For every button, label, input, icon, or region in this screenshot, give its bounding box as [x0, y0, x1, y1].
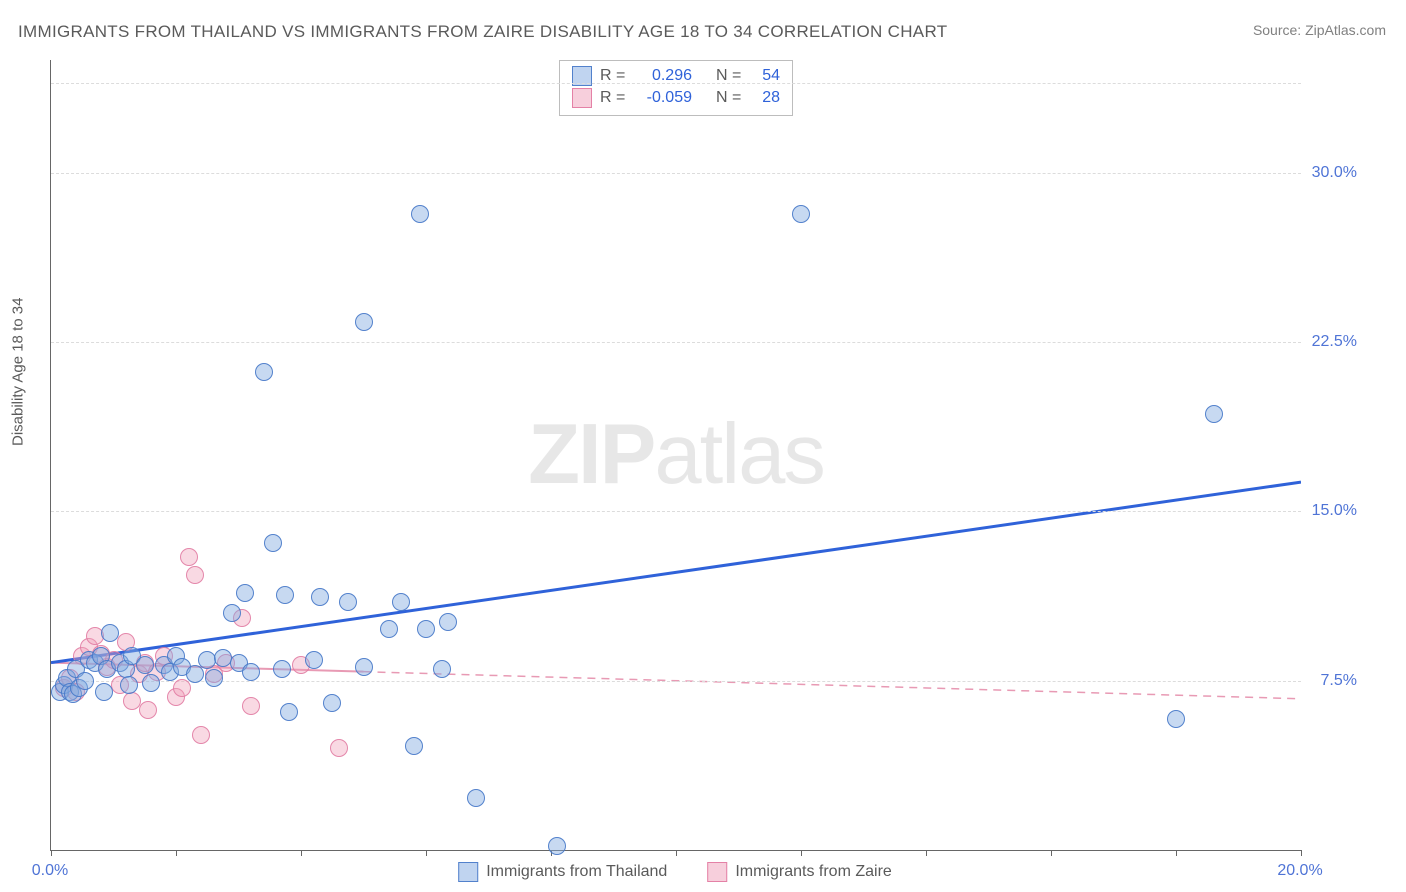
- data-point-thailand: [792, 205, 810, 223]
- legend-item-thailand: Immigrants from Thailand: [458, 862, 667, 882]
- source-prefix: Source:: [1253, 22, 1305, 38]
- n-label: N =: [716, 65, 746, 87]
- data-point-thailand: [417, 620, 435, 638]
- watermark: ZIPatlas: [528, 406, 824, 504]
- data-point-thailand: [95, 683, 113, 701]
- data-point-thailand: [411, 205, 429, 223]
- x-tick: [1176, 850, 1177, 856]
- source-value: ZipAtlas.com: [1305, 22, 1386, 38]
- gridline: [51, 511, 1301, 512]
- gridline: [51, 342, 1301, 343]
- x-tick: [1051, 850, 1052, 856]
- r-label: R =: [600, 65, 630, 87]
- x-tick: [176, 850, 177, 856]
- trendlines-layer: [51, 60, 1301, 850]
- data-point-thailand: [439, 613, 457, 631]
- legend-row-zaire: R = -0.059 N = 28: [572, 87, 780, 109]
- data-point-thailand: [323, 694, 341, 712]
- x-tick-label: 20.0%: [1277, 862, 1322, 880]
- data-point-thailand: [339, 593, 357, 611]
- data-point-thailand: [101, 624, 119, 642]
- data-point-thailand: [1205, 405, 1223, 423]
- correlation-legend: R = 0.296 N = 54 R = -0.059 N = 28: [559, 60, 793, 116]
- x-tick: [801, 850, 802, 856]
- data-point-thailand: [380, 620, 398, 638]
- data-point-thailand: [280, 703, 298, 721]
- n-value-zaire: 28: [754, 87, 780, 109]
- gridline: [51, 83, 1301, 84]
- data-point-thailand: [433, 660, 451, 678]
- y-tick-label: 30.0%: [1312, 164, 1357, 182]
- data-point-zaire: [186, 566, 204, 584]
- legend-label-zaire: Immigrants from Zaire: [735, 863, 891, 881]
- legend-row-thailand: R = 0.296 N = 54: [572, 65, 780, 87]
- data-point-thailand: [264, 534, 282, 552]
- source-attribution: Source: ZipAtlas.com: [1253, 22, 1386, 38]
- data-point-thailand: [355, 313, 373, 331]
- data-point-zaire: [180, 548, 198, 566]
- data-point-thailand: [467, 789, 485, 807]
- swatch-zaire: [707, 862, 727, 882]
- data-point-thailand: [276, 586, 294, 604]
- data-point-thailand: [142, 674, 160, 692]
- data-point-thailand: [273, 660, 291, 678]
- y-axis-label: Disability Age 18 to 34: [10, 298, 27, 446]
- swatch-thailand: [458, 862, 478, 882]
- series-legend: Immigrants from Thailand Immigrants from…: [458, 862, 892, 882]
- data-point-thailand: [392, 593, 410, 611]
- data-point-thailand: [311, 588, 329, 606]
- data-point-thailand: [205, 669, 223, 687]
- n-label: N =: [716, 87, 746, 109]
- data-point-thailand: [305, 651, 323, 669]
- x-tick: [926, 850, 927, 856]
- x-tick-label: 0.0%: [32, 862, 68, 880]
- legend-label-thailand: Immigrants from Thailand: [486, 863, 667, 881]
- x-tick: [1301, 850, 1302, 856]
- data-point-thailand: [136, 656, 154, 674]
- data-point-thailand: [255, 363, 273, 381]
- swatch-zaire: [572, 88, 592, 108]
- data-point-thailand: [548, 837, 566, 855]
- data-point-zaire: [139, 701, 157, 719]
- data-point-thailand: [120, 676, 138, 694]
- r-label: R =: [600, 87, 630, 109]
- chart-title: IMMIGRANTS FROM THAILAND VS IMMIGRANTS F…: [18, 22, 947, 42]
- data-point-zaire: [330, 739, 348, 757]
- data-point-zaire: [242, 697, 260, 715]
- gridline: [51, 681, 1301, 682]
- watermark-bold: ZIP: [528, 407, 654, 502]
- x-tick: [301, 850, 302, 856]
- data-point-thailand: [223, 604, 241, 622]
- gridline: [51, 173, 1301, 174]
- y-tick-label: 22.5%: [1312, 333, 1357, 351]
- r-value-thailand: 0.296: [638, 65, 692, 87]
- data-point-thailand: [405, 737, 423, 755]
- legend-item-zaire: Immigrants from Zaire: [707, 862, 891, 882]
- data-point-zaire: [192, 726, 210, 744]
- n-value-thailand: 54: [754, 65, 780, 87]
- data-point-thailand: [242, 663, 260, 681]
- x-tick: [426, 850, 427, 856]
- data-point-thailand: [355, 658, 373, 676]
- y-tick-label: 7.5%: [1321, 672, 1357, 690]
- x-tick: [676, 850, 677, 856]
- r-value-zaire: -0.059: [638, 87, 692, 109]
- data-point-thailand: [1167, 710, 1185, 728]
- y-tick-label: 15.0%: [1312, 502, 1357, 520]
- data-point-thailand: [236, 584, 254, 602]
- x-tick: [51, 850, 52, 856]
- scatter-plot-area: ZIPatlas R = 0.296 N = 54 R = -0.059 N =…: [50, 60, 1301, 851]
- watermark-rest: atlas: [654, 407, 824, 502]
- data-point-thailand: [76, 672, 94, 690]
